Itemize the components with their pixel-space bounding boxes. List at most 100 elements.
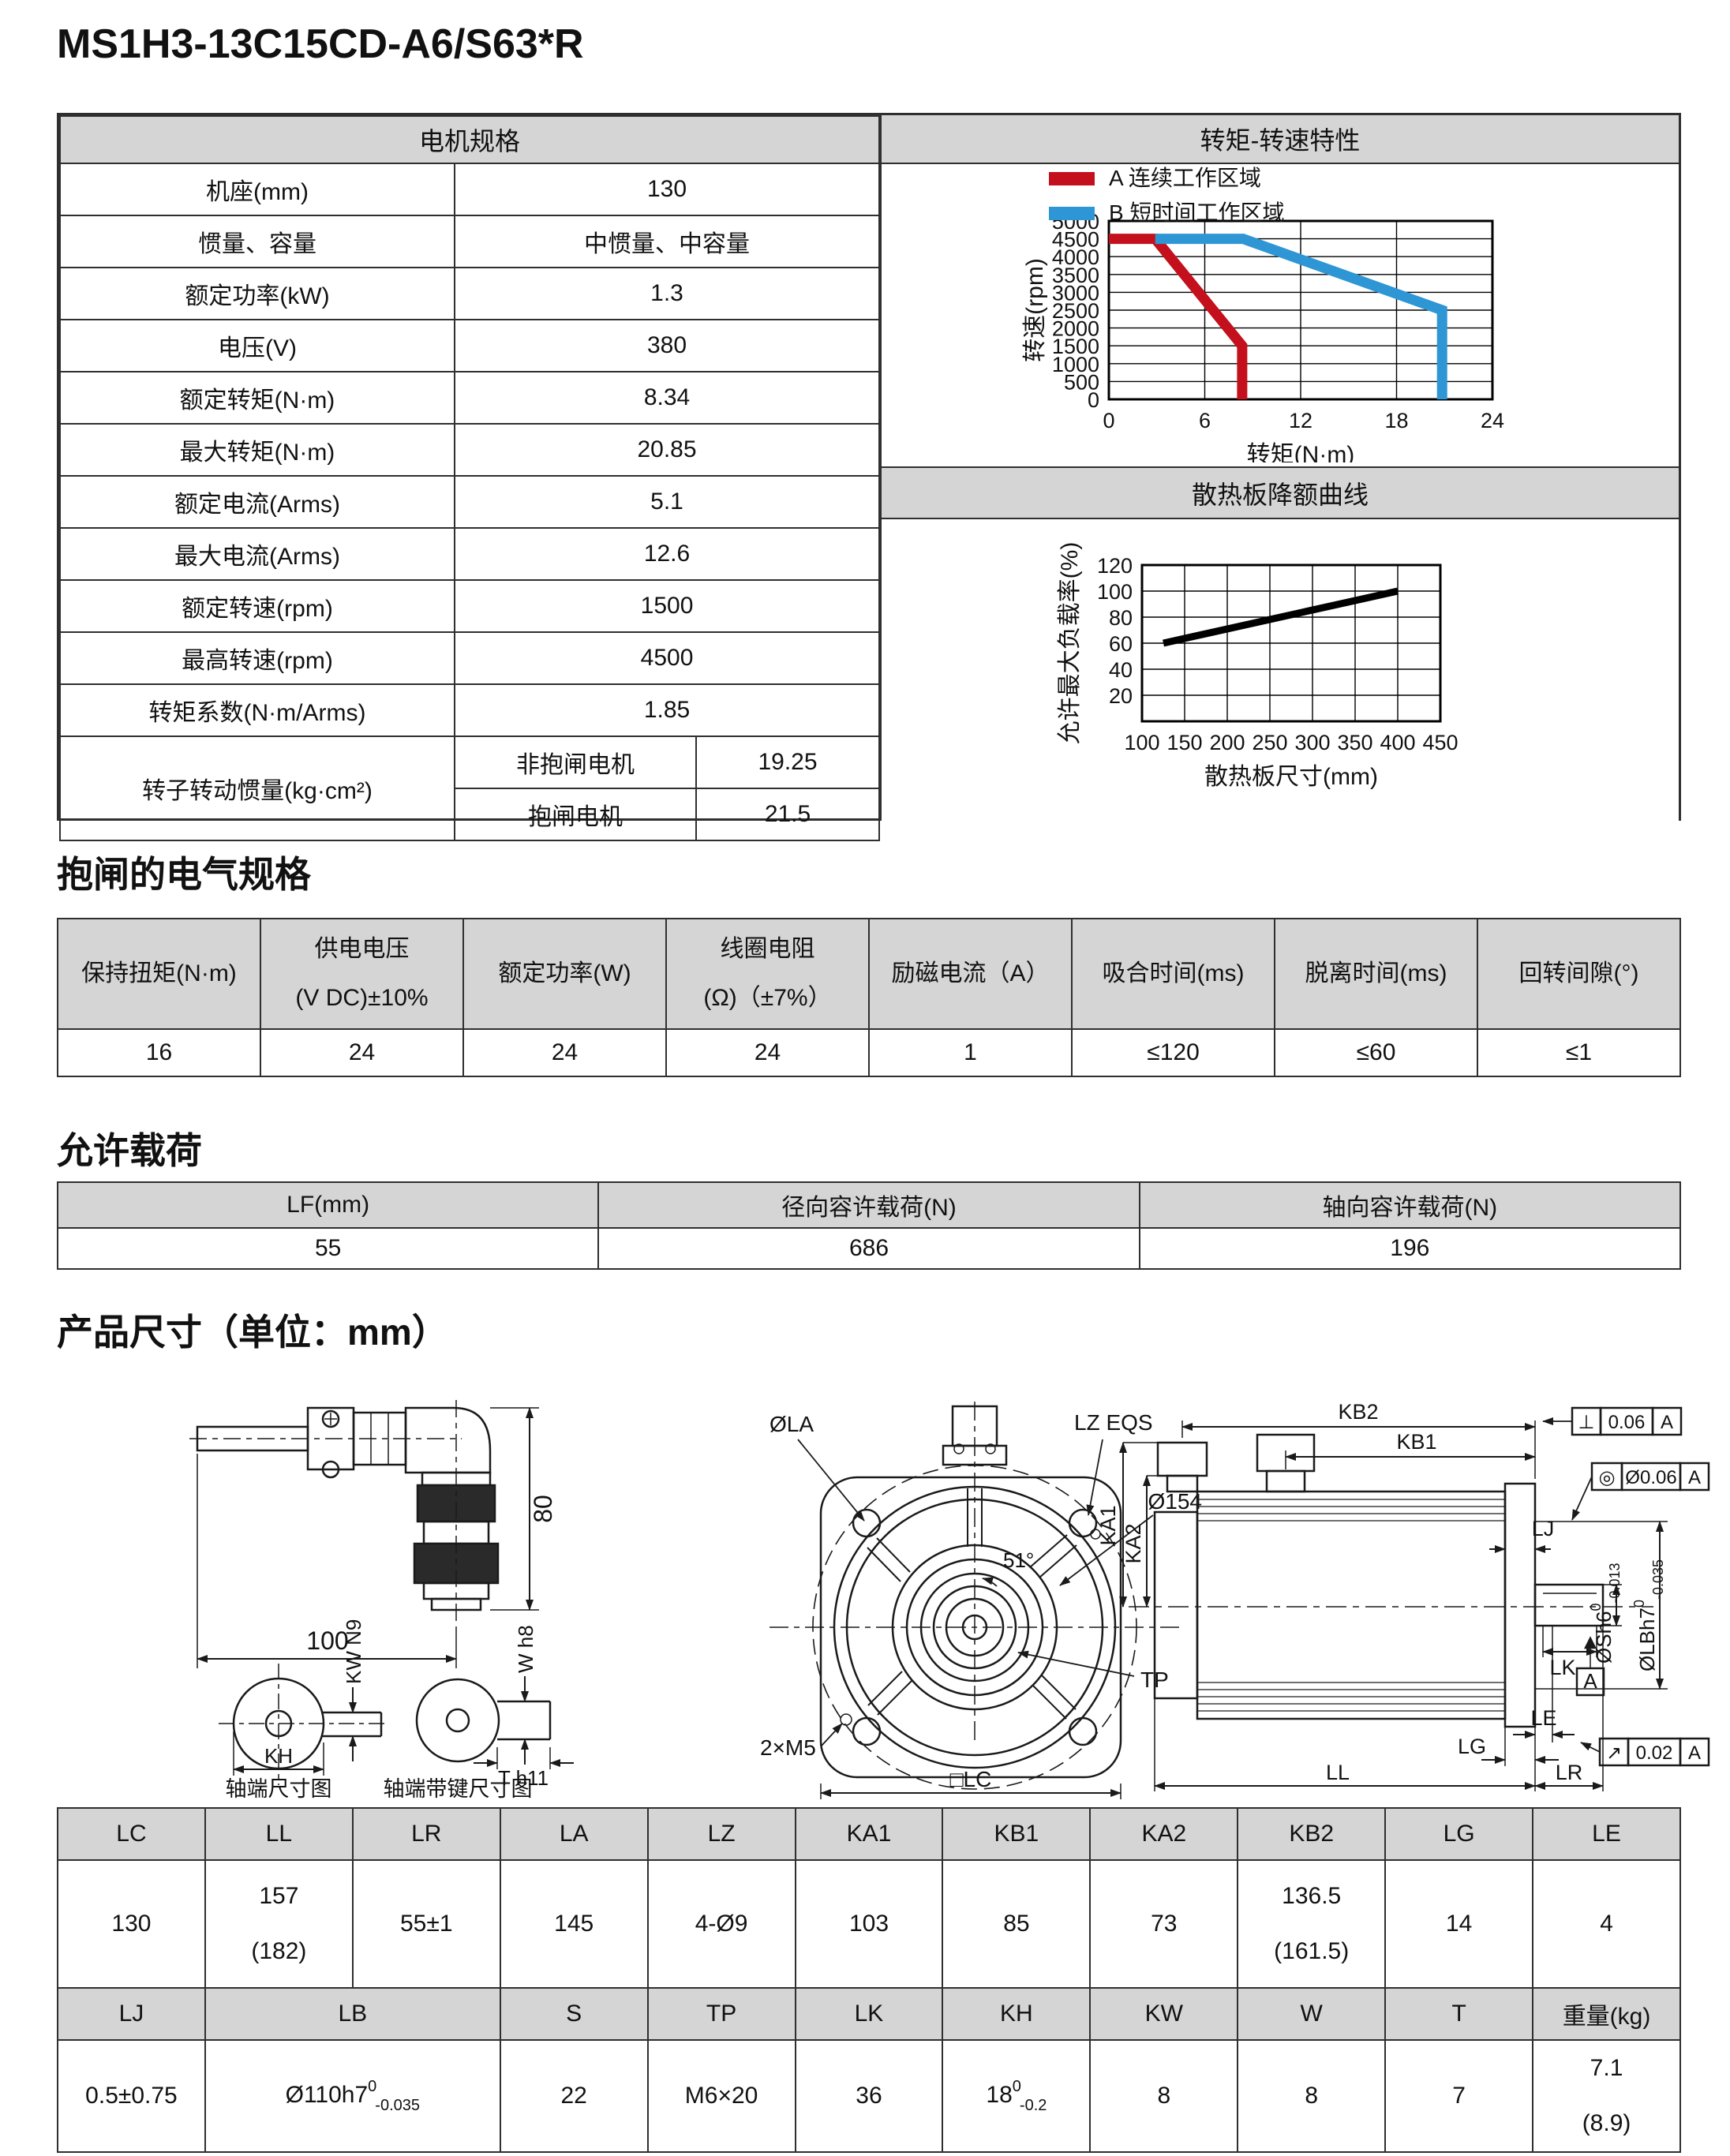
spec-label: 额定转矩(N·m) xyxy=(59,371,455,425)
dim-value: 136.5 (161.5) xyxy=(1237,1859,1387,1989)
brake-header: 脱离时间(ms) xyxy=(1274,918,1478,1030)
ola-label: ØLA xyxy=(770,1412,814,1436)
table-row: 保持扭矩(N·m) 供电电压 (V DC)±10% 额定功率(W) 线圈电阻 (… xyxy=(57,918,1681,1030)
brake-value: 16 xyxy=(57,1028,261,1077)
dim-header: T xyxy=(1384,1987,1534,2041)
kh-label: KH xyxy=(264,1744,293,1768)
svg-text:0: 0 xyxy=(1103,409,1115,432)
brake-header: 励磁电流（A） xyxy=(868,918,1073,1030)
le-label: LE xyxy=(1530,1706,1556,1730)
svg-text:1000: 1000 xyxy=(1052,353,1099,376)
ka2-label: KA2 xyxy=(1122,1523,1145,1563)
svg-text:450: 450 xyxy=(1423,731,1459,754)
spec-label: 转矩系数(N·m/Arms) xyxy=(59,683,455,737)
kb2-label: KB2 xyxy=(1338,1403,1378,1424)
svg-text:2500: 2500 xyxy=(1052,299,1099,323)
svg-text:允许最大负载率(%): 允许最大负载率(%) xyxy=(1057,542,1083,745)
brake-value: 24 xyxy=(462,1028,667,1077)
svg-text:24: 24 xyxy=(1481,409,1504,432)
spec-label: 最大转矩(N·m) xyxy=(59,423,455,477)
tol-runout-value: 0.02 xyxy=(1636,1742,1673,1764)
table-row: 16 24 24 24 1 ≤120 ≤60 ≤1 xyxy=(57,1028,1681,1077)
load-header: LF(mm) xyxy=(56,1181,600,1229)
runout-icon: ↗ xyxy=(1606,1742,1622,1764)
svg-text:散热板尺寸(mm): 散热板尺寸(mm) xyxy=(1204,764,1378,790)
shaft-end-key-caption: 轴端带键尺寸图 xyxy=(384,1777,533,1801)
svg-text:250: 250 xyxy=(1253,731,1288,754)
dim-value: 0.5±0.75 xyxy=(57,2039,206,2153)
dim-header: KB1 xyxy=(942,1807,1092,1861)
spec-value: 5.1 xyxy=(453,475,881,529)
front-view-drawing: ØLA LZ EQS Ø154 51° TP 2×M5 □LC xyxy=(760,1402,1202,1799)
svg-text:500: 500 xyxy=(1064,370,1099,394)
brake-header: 额定功率(W) xyxy=(462,918,667,1030)
dim-value-kh: 180-0.2 xyxy=(942,2039,1092,2153)
svg-text:40: 40 xyxy=(1109,658,1133,682)
brake-value: 24 xyxy=(260,1028,464,1077)
t-h11-label: T h11 xyxy=(498,1766,549,1790)
svg-text:B 短时间工作区域: B 短时间工作区域 xyxy=(1109,200,1284,225)
dim-value: 130 xyxy=(57,1859,206,1989)
dim-value: 55±1 xyxy=(351,1859,501,1989)
spec-and-charts-block: 电机规格 机座(mm) 130 惯量、容量 中惯量、中容量 额定功率(kW) 1.3 … xyxy=(57,113,1681,841)
spec-label: 最高转速(rpm) xyxy=(59,631,455,685)
spec-label: 惯量、容量 xyxy=(59,215,455,268)
dim-80-label: 80 xyxy=(529,1495,557,1523)
dim-value: M6×20 xyxy=(646,2039,796,2153)
load-header: 轴向容许载荷(N) xyxy=(1138,1181,1682,1229)
spec-subvalue: 21.5 xyxy=(695,788,881,841)
dim-header: LZ xyxy=(646,1807,796,1861)
tol-perp-datum: A xyxy=(1661,1412,1673,1433)
dim-header: LR xyxy=(351,1807,501,1861)
kb1-label: KB1 xyxy=(1396,1430,1436,1454)
spec-label: 额定电流(Arms) xyxy=(59,475,455,529)
motor-spec-wrap: 电机规格 机座(mm) 130 惯量、容量 中惯量、中容量 额定功率(kW) 1.3 … xyxy=(58,115,882,841)
table-row: 55 686 196 xyxy=(56,1227,1682,1270)
brake-header: 线圈电阻 (Ω)（±7%） xyxy=(665,918,870,1030)
svg-text:转速(rpm): 转速(rpm) xyxy=(1022,258,1048,362)
svg-text:400: 400 xyxy=(1380,731,1416,754)
svg-text:100: 100 xyxy=(1097,580,1133,604)
spec-value: 4500 xyxy=(453,631,881,685)
brake-value: 1 xyxy=(868,1028,1073,1077)
derating-chart: 100 150 200 250 300 350 400 450 20 40 60 80 100 120 散热… xyxy=(882,519,1679,833)
dim-value: 157 (182) xyxy=(204,1859,354,1989)
table-row: 额定转矩(N·m) 8.34 xyxy=(59,371,881,425)
dim-value: 7 xyxy=(1384,2039,1534,2153)
dim-header: LG xyxy=(1384,1807,1534,1861)
svg-text:200: 200 xyxy=(1210,731,1245,754)
angle-51-label: 51° xyxy=(1003,1548,1034,1572)
dim-header: KW xyxy=(1089,1987,1239,2041)
lg-label: LG xyxy=(1458,1735,1486,1758)
spec-value: 8.34 xyxy=(453,371,881,425)
svg-text:80: 80 xyxy=(1109,606,1133,630)
dim-value: 7.1 (8.9) xyxy=(1532,2039,1681,2153)
svg-text:300: 300 xyxy=(1295,731,1331,754)
dim-value-lb: Ø110h70-0.035 xyxy=(204,2039,501,2153)
concentricity-icon: ◎ xyxy=(1599,1467,1616,1488)
dim-value: 73 xyxy=(1089,1859,1239,1989)
svg-text:1500: 1500 xyxy=(1052,335,1099,358)
dim-value: 8 xyxy=(1237,2039,1387,2153)
spec-value: 1.3 xyxy=(453,267,881,320)
brake-section-title: 抱闸的电气规格 xyxy=(57,854,311,895)
load-value: 196 xyxy=(1138,1227,1682,1270)
svg-text:3500: 3500 xyxy=(1052,264,1099,287)
svg-text:6: 6 xyxy=(1199,409,1211,432)
torque-speed-chart-title: 转矩-转速特性 xyxy=(882,115,1679,164)
flange-pilot-dia-label: ØLBh70-0.035 xyxy=(1631,1559,1666,1671)
dimensions-table: LC LL LR LA LZ KA1 KB1 KA2 KB2 LG LE 130… xyxy=(57,1807,1681,2153)
dim-header: TP xyxy=(646,1987,796,2041)
dim-header: KA1 xyxy=(794,1807,944,1861)
spec-label: 额定转速(rpm) xyxy=(59,579,455,633)
spec-label: 电压(V) xyxy=(59,319,455,372)
table-row: 最大电流(Arms) 12.6 xyxy=(59,527,881,581)
page-title: MS1H3-13C15CD-A6/S63*R xyxy=(57,21,584,67)
spec-sublabel: 抱闸电机 xyxy=(454,788,697,841)
dim-header: KA2 xyxy=(1089,1807,1239,1861)
dim-header: LL xyxy=(204,1807,354,1861)
table-row: 抱闸电机 21.5 xyxy=(60,788,881,841)
svg-text:18: 18 xyxy=(1385,409,1409,432)
motor-spec-table: 电机规格 机座(mm) 130 惯量、容量 中惯量、中容量 额定功率(kW) 1.3 … xyxy=(58,115,881,841)
lc-dim-label: □LC xyxy=(950,1767,992,1791)
